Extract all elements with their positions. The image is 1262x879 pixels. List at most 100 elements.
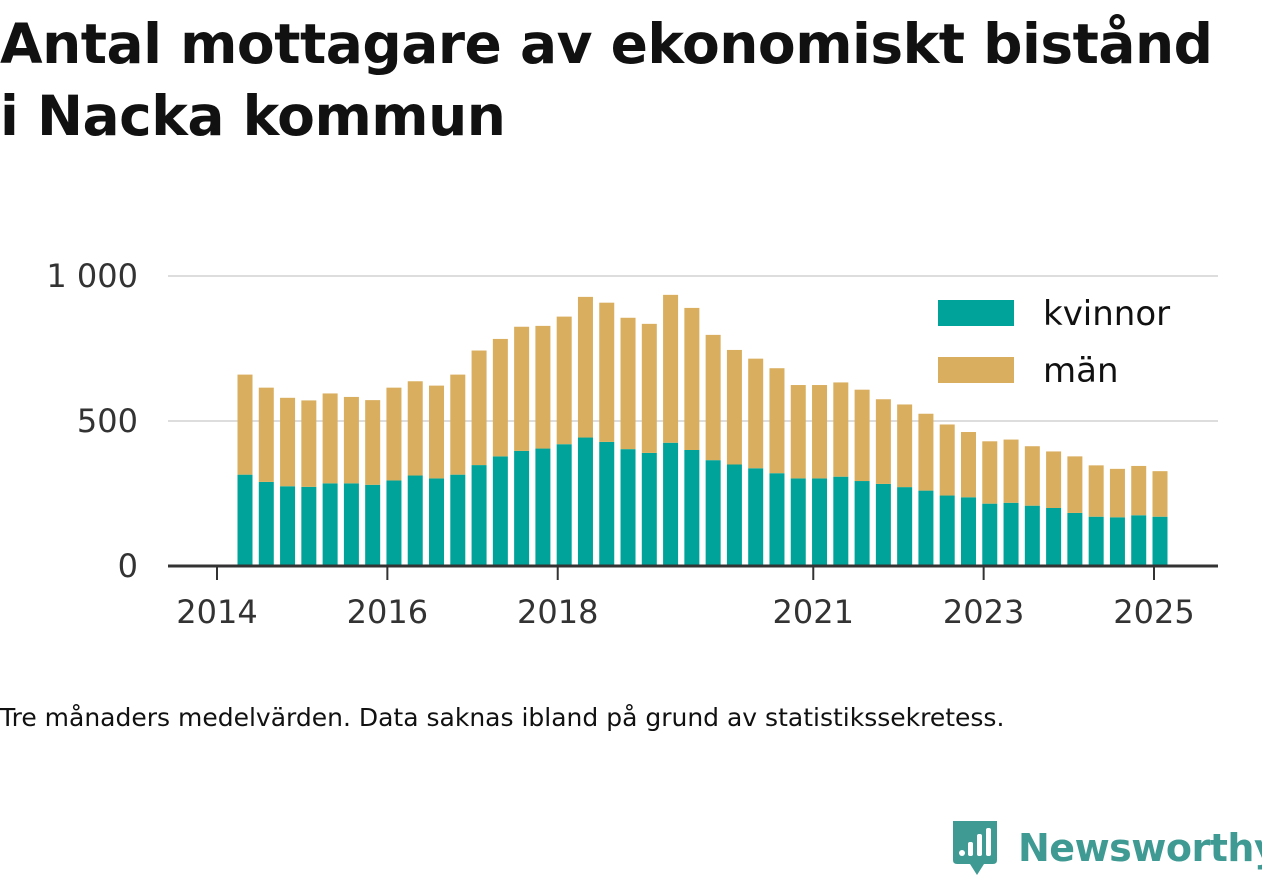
bar-man	[365, 400, 381, 485]
bar-man	[280, 397, 296, 487]
bar-man	[535, 325, 551, 449]
bar-man	[875, 399, 891, 484]
bar-kvinnor	[599, 441, 615, 566]
x-tick-label: 2021	[773, 593, 854, 631]
bar-kvinnor	[1131, 515, 1147, 566]
bar-kvinnor	[812, 478, 828, 566]
bar-man	[1131, 465, 1147, 516]
bar-man	[960, 432, 976, 498]
bar-man	[663, 294, 679, 443]
legend-swatch	[938, 357, 1014, 383]
legend: kvinnor män	[938, 294, 1170, 391]
bar-kvinnor	[492, 456, 508, 566]
brand-name: Newsworthy	[1018, 826, 1262, 870]
bar-kvinnor	[1067, 512, 1083, 566]
bar-kvinnor	[386, 480, 402, 566]
chart-title-line-1: Antal mottagare av ekonomiskt bistånd	[0, 12, 1213, 76]
bar-man	[1088, 465, 1104, 517]
bar-kvinnor	[1152, 516, 1168, 566]
bar-kvinnor	[939, 495, 955, 566]
bar-kvinnor	[471, 465, 487, 566]
bar-kvinnor	[535, 448, 551, 566]
bar-kvinnor	[960, 497, 976, 566]
bar-man	[471, 350, 487, 466]
bar-kvinnor	[897, 487, 913, 566]
bar-kvinnor	[237, 474, 253, 566]
bar-man	[1152, 471, 1168, 517]
bar-kvinnor	[769, 473, 785, 566]
legend-swatch	[938, 300, 1014, 326]
bar-man	[577, 296, 593, 438]
bar-kvinnor	[982, 503, 998, 566]
bar-kvinnor	[301, 486, 317, 566]
bar-man	[407, 381, 423, 476]
bar-kvinnor	[258, 481, 274, 566]
x-tick-label: 2018	[517, 593, 598, 631]
bar-man	[429, 385, 445, 479]
bar-kvinnor	[684, 450, 700, 566]
bar-kvinnor	[1109, 517, 1125, 566]
bar-man	[790, 385, 806, 479]
stacked-bar-chart: 0 500 1 000 2014 2016 2018 2021 2023 2025 kvinn…	[46, 257, 1218, 631]
bar-man	[556, 316, 572, 445]
bar-man	[1067, 456, 1083, 513]
x-axis	[168, 564, 1218, 580]
bar-man	[726, 349, 742, 465]
bar-man	[514, 326, 530, 451]
bar-kvinnor	[620, 449, 636, 566]
bar-man	[599, 302, 615, 442]
bars	[237, 294, 1168, 566]
bar-man	[833, 382, 849, 477]
bar-man	[982, 441, 998, 504]
bar-man	[343, 396, 359, 484]
bar-man	[918, 413, 934, 491]
bar-kvinnor	[641, 452, 657, 566]
bar-kvinnor	[705, 460, 721, 566]
bar-kvinnor	[833, 476, 849, 566]
bar-man	[1046, 451, 1062, 508]
bar-man	[386, 387, 402, 481]
newsworthy-logo-icon	[953, 821, 997, 875]
bar-man	[258, 387, 274, 482]
bar-kvinnor	[790, 478, 806, 566]
bar-kvinnor	[407, 475, 423, 566]
y-tick-label: 500	[77, 402, 138, 440]
bar-man	[301, 400, 317, 487]
bar-kvinnor	[322, 483, 338, 566]
bar-kvinnor	[365, 484, 381, 566]
bar-man	[1024, 446, 1040, 506]
chart-title: Antal mottagare av ekonomiskt bistånd i …	[0, 8, 1262, 152]
bar-kvinnor	[918, 490, 934, 566]
bar-kvinnor	[875, 483, 891, 566]
bar-kvinnor	[1088, 516, 1104, 566]
x-axis-tick-labels: 2014 2016 2018 2021 2023 2025	[176, 593, 1194, 631]
bar-kvinnor	[556, 444, 572, 566]
bar-kvinnor	[280, 486, 296, 566]
bar-kvinnor	[854, 481, 870, 566]
legend-label: kvinnor	[1043, 294, 1170, 334]
bar-man	[492, 338, 508, 457]
bar-man	[322, 393, 338, 484]
x-tick-label: 2014	[176, 593, 257, 631]
bar-kvinnor	[1046, 508, 1062, 566]
footnote: Tre månaders medelvärden. Data saknas ib…	[0, 703, 1005, 732]
x-tick-label: 2025	[1113, 593, 1194, 631]
bar-man	[812, 385, 828, 479]
bar-kvinnor	[450, 474, 466, 566]
bar-man	[705, 334, 721, 461]
bar-kvinnor	[748, 468, 764, 566]
bar-man	[939, 424, 955, 496]
bar-kvinnor	[726, 464, 742, 566]
bar-kvinnor	[429, 478, 445, 566]
bar-man	[748, 358, 764, 469]
bar-man	[450, 374, 466, 475]
bar-man	[1003, 439, 1019, 503]
x-tick-label: 2023	[943, 593, 1024, 631]
bar-man	[237, 374, 253, 475]
y-tick-label: 0	[118, 547, 138, 585]
newsworthy-logo[interactable]: Newsworthy	[950, 818, 1262, 878]
bar-man	[620, 317, 636, 450]
bar-man	[897, 404, 913, 488]
bar-kvinnor	[514, 450, 530, 566]
chart-title-line-2: i Nacka kommun	[0, 84, 506, 148]
